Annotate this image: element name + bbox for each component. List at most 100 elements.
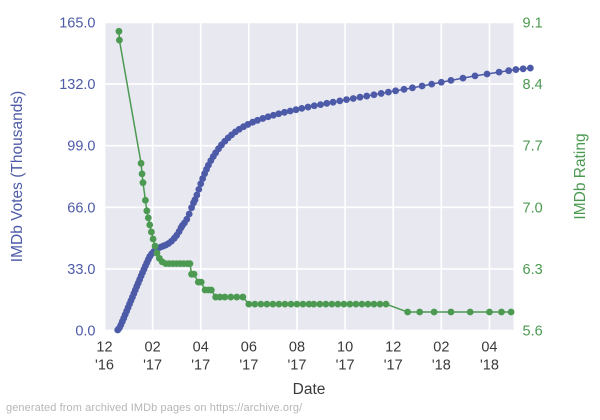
data-point: [498, 308, 505, 316]
data-point: [115, 27, 123, 35]
data-point: [239, 293, 247, 301]
data-point: [183, 215, 191, 223]
y-axis-right-tick-label: 8.4: [523, 77, 543, 93]
x-axis-tick-label-year: '17: [384, 358, 403, 374]
data-point: [349, 95, 357, 102]
x-axis-tick-label-month: 08: [289, 340, 305, 356]
data-point: [329, 98, 337, 106]
data-point: [286, 107, 294, 115]
y-axis-right-label: IMDb Rating: [572, 133, 589, 219]
x-axis-label: Date: [293, 381, 326, 398]
data-point: [195, 185, 203, 193]
series-rating: [115, 27, 515, 316]
x-axis-tick-label-month: 12: [385, 340, 401, 356]
data-point: [185, 210, 193, 218]
data-point: [526, 64, 534, 72]
y-axis-left-tick-label: 0.0: [75, 324, 95, 340]
data-point: [323, 99, 331, 107]
plot-background: [104, 22, 514, 331]
data-point: [471, 72, 479, 80]
data-point: [263, 300, 271, 308]
data-point: [269, 300, 277, 308]
data-point: [221, 293, 229, 301]
data-point: [281, 108, 288, 116]
data-point: [281, 300, 289, 308]
data-point: [343, 96, 350, 103]
data-point: [377, 90, 385, 97]
data-point: [275, 110, 283, 118]
data-point: [364, 300, 372, 308]
data-point: [143, 207, 151, 215]
data-point: [305, 300, 313, 308]
data-point: [298, 104, 306, 112]
y-axis-left-tick-label: 99.0: [67, 139, 95, 155]
data-point: [287, 300, 295, 308]
y-axis-right-tick-label: 9.1: [523, 16, 543, 32]
y-axis-left-tick-label: 33.0: [67, 262, 95, 278]
data-point: [138, 170, 146, 178]
data-point: [275, 300, 283, 308]
data-point: [153, 249, 161, 257]
data-point: [336, 97, 344, 105]
data-point: [382, 300, 390, 308]
x-axis-tick-label-year: '18: [432, 358, 451, 374]
x-axis-tick-label-year: '17: [239, 358, 258, 374]
y-axis-right-tick-label: 5.6: [523, 324, 543, 340]
data-point: [340, 300, 348, 308]
data-point: [356, 93, 364, 101]
data-point: [447, 76, 455, 84]
data-point: [197, 278, 205, 286]
data-point: [370, 300, 378, 308]
data-point: [519, 65, 527, 73]
data-point: [190, 270, 198, 278]
data-point: [269, 111, 277, 119]
data-point: [404, 308, 412, 316]
data-point: [486, 308, 493, 316]
data-point: [483, 70, 491, 78]
data-point: [216, 293, 224, 301]
data-point: [447, 308, 455, 316]
data-point: [304, 103, 312, 111]
data-point: [428, 80, 436, 88]
data-point: [254, 116, 261, 124]
data-point: [207, 286, 215, 294]
data-point: [437, 78, 445, 86]
data-point: [376, 300, 384, 308]
data-point: [251, 300, 259, 308]
data-point: [245, 300, 253, 308]
data-point: [292, 106, 300, 114]
x-axis-tick-label-year: '16: [95, 358, 114, 374]
data-point: [459, 74, 467, 82]
data-point: [142, 196, 149, 204]
data-point: [186, 260, 194, 268]
data-point: [505, 67, 513, 75]
data-point: [259, 115, 267, 122]
data-point: [299, 300, 307, 308]
data-point: [151, 242, 159, 250]
x-axis-tick-label-month: 10: [337, 340, 353, 356]
y-axis-left-tick-label: 132.0: [59, 77, 95, 93]
data-point: [137, 159, 145, 167]
data-point: [227, 293, 235, 301]
x-axis-tick-label-year: '18: [480, 358, 499, 374]
data-point: [144, 214, 152, 222]
series-votes: [114, 64, 534, 334]
data-point: [116, 36, 123, 44]
data-point: [430, 308, 438, 316]
data-point: [392, 87, 400, 95]
data-point: [416, 308, 424, 316]
data-point: [409, 84, 416, 92]
x-axis-tick-label-month: 12: [96, 340, 112, 356]
x-axis-tick-label-month: 04: [481, 340, 497, 356]
data-point: [146, 221, 154, 229]
data-point: [197, 180, 205, 188]
data-point: [418, 82, 426, 90]
data-point: [334, 300, 342, 308]
data-point: [400, 85, 408, 93]
data-point: [322, 300, 330, 308]
y-axis-right-tick-label: 7.7: [523, 139, 543, 155]
data-point: [512, 66, 520, 73]
data-point: [149, 235, 157, 243]
y-axis-right-tick-label: 6.3: [523, 262, 543, 278]
